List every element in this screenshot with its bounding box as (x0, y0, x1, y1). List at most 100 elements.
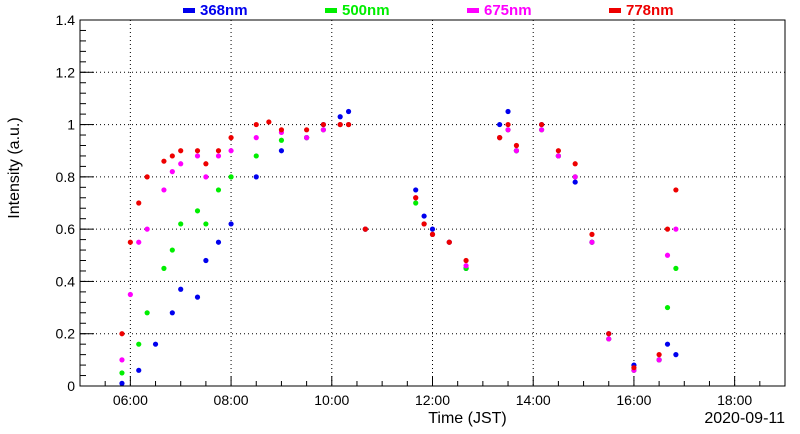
point-675nm (194, 153, 201, 159)
legend-swatch-368nm (183, 8, 195, 13)
point-778nm (656, 352, 662, 358)
point-500nm (136, 341, 142, 347)
legend-label-675nm: 675nm (484, 2, 532, 19)
point-675nm (589, 239, 595, 245)
point-675nm (656, 357, 662, 363)
point-675nm (178, 161, 184, 167)
point-778nm (463, 257, 469, 264)
point-368nm (505, 108, 511, 115)
point-778nm (320, 121, 326, 128)
x-tick-label: 12:00 (415, 392, 450, 408)
point-778nm (337, 121, 343, 128)
point-675nm (169, 169, 175, 175)
point-778nm (513, 142, 520, 149)
point-778nm (606, 331, 612, 337)
point-778nm (673, 187, 679, 193)
x-tick-label: 10:00 (314, 392, 349, 408)
point-778nm (253, 121, 259, 128)
point-500nm (203, 221, 209, 227)
point-500nm (253, 153, 259, 159)
point-368nm (228, 221, 234, 227)
y-tick-label: 1 (67, 117, 75, 133)
point-368nm (429, 226, 436, 232)
point-778nm (144, 174, 150, 180)
point-368nm (203, 257, 209, 264)
point-675nm (228, 148, 234, 154)
point-778nm (215, 148, 222, 154)
point-368nm (215, 239, 222, 245)
point-675nm (555, 153, 561, 159)
point-778nm (345, 121, 352, 128)
point-368nm (169, 310, 175, 316)
point-778nm (664, 226, 671, 232)
point-675nm (572, 174, 578, 180)
point-500nm (278, 137, 285, 143)
point-368nm (253, 174, 259, 180)
x-tick-label: 18:00 (717, 392, 752, 408)
point-675nm (513, 148, 520, 154)
point-778nm (446, 239, 452, 245)
point-778nm (178, 148, 184, 154)
point-675nm (144, 226, 150, 232)
point-778nm (304, 127, 310, 133)
point-368nm (119, 380, 125, 386)
legend-item-675nm: 675nm (467, 2, 532, 19)
point-778nm (631, 365, 637, 371)
legend-item-778nm: 778nm (609, 2, 674, 19)
point-675nm (253, 135, 259, 141)
y-tick-label: 0 (67, 378, 75, 394)
point-368nm (194, 294, 201, 300)
legend-label-368nm: 368nm (200, 2, 248, 19)
point-500nm (413, 200, 419, 206)
point-778nm (589, 231, 595, 237)
point-778nm (228, 135, 234, 141)
point-778nm (421, 221, 427, 227)
point-675nm (203, 174, 209, 180)
point-778nm (161, 158, 167, 164)
point-675nm (304, 135, 310, 141)
point-778nm (505, 121, 511, 128)
point-675nm (119, 357, 125, 363)
point-778nm (497, 135, 503, 141)
point-675nm (320, 127, 326, 133)
point-500nm (161, 265, 167, 271)
point-778nm (266, 119, 272, 125)
point-778nm (278, 127, 285, 133)
point-778nm (572, 161, 578, 167)
legend-swatch-500nm (325, 8, 337, 13)
point-778nm (136, 200, 142, 206)
point-778nm (429, 231, 436, 237)
x-tick-label: 08:00 (214, 392, 249, 408)
point-500nm (178, 221, 184, 227)
point-778nm (194, 148, 201, 154)
point-368nm (136, 367, 142, 373)
point-675nm (664, 252, 671, 258)
legend: 368nm 500nm 675nm 778nm (183, 2, 674, 19)
point-500nm (194, 208, 201, 214)
point-500nm (215, 187, 222, 193)
point-675nm (539, 127, 545, 133)
point-368nm (178, 286, 184, 292)
y-tick-label: 1.4 (56, 12, 76, 28)
point-778nm (539, 121, 545, 128)
point-500nm (673, 265, 679, 271)
y-tick-label: 0.6 (56, 221, 76, 237)
point-500nm (144, 310, 150, 316)
y-tick-label: 0.4 (56, 273, 76, 289)
point-368nm (497, 121, 503, 128)
point-368nm (664, 341, 671, 347)
point-778nm (413, 195, 419, 201)
series-points (119, 108, 679, 386)
point-368nm (345, 108, 352, 115)
y-tick-label: 0.2 (56, 326, 76, 342)
date-label: 2020-09-11 (704, 410, 785, 427)
y-tick-label: 0.8 (56, 169, 76, 185)
point-368nm (152, 341, 159, 347)
legend-label-500nm: 500nm (342, 2, 390, 19)
series-778nm (119, 119, 679, 371)
point-500nm (169, 247, 175, 253)
point-368nm (337, 114, 343, 120)
legend-label-778nm: 778nm (626, 2, 674, 19)
